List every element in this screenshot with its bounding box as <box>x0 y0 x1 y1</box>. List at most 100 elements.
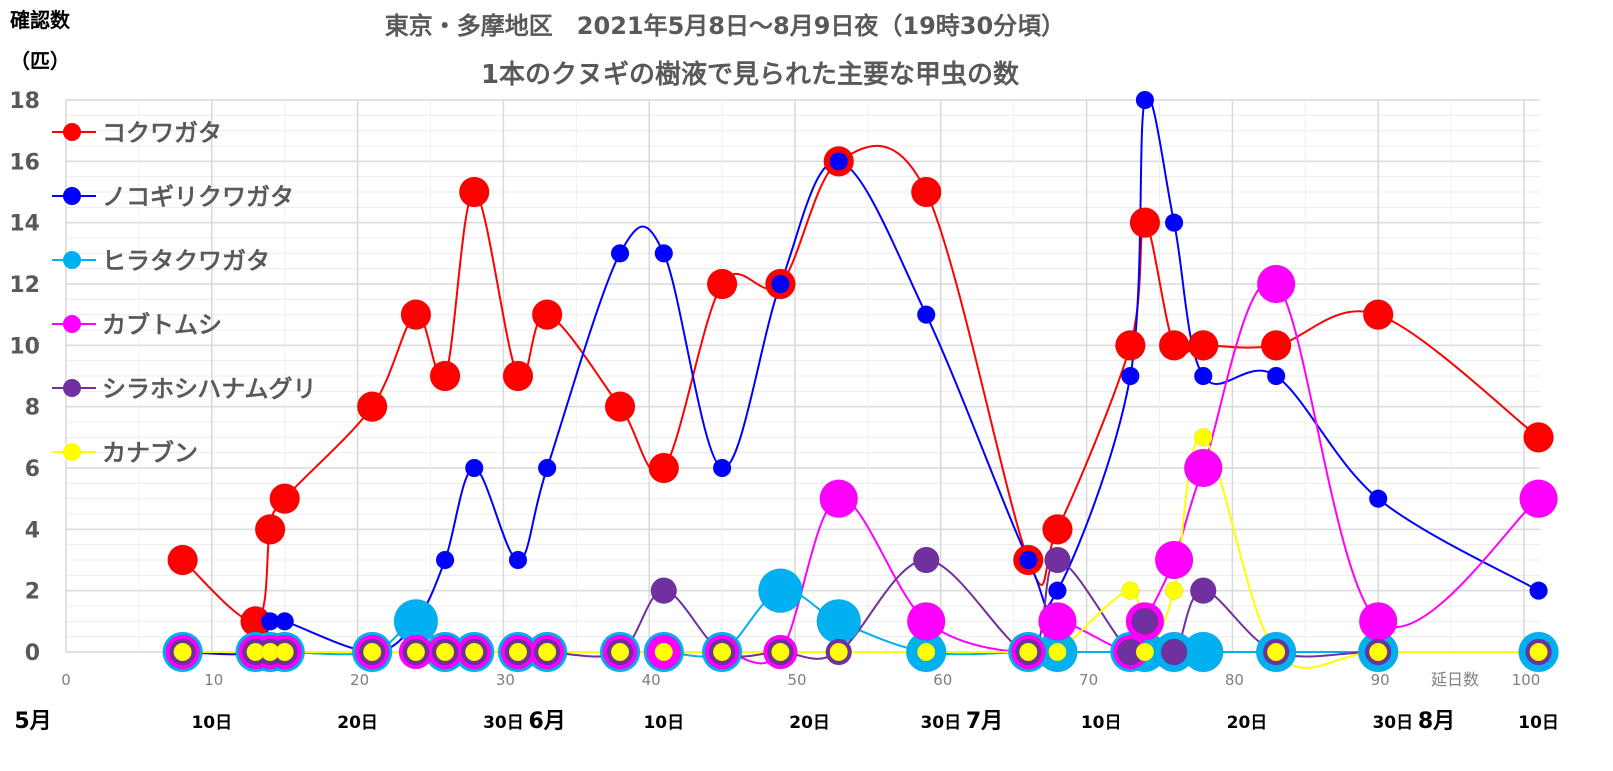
x-axis-label: 延日数 <box>1431 670 1479 689</box>
legend-label: カナブン <box>102 439 198 467</box>
data-point-2 <box>1182 631 1224 673</box>
data-point-5 <box>1164 581 1184 601</box>
data-point-5 <box>464 642 484 662</box>
data-point-1 <box>770 274 790 294</box>
data-point-5 <box>1018 642 1038 662</box>
y-axis-label: 確認数 <box>10 8 71 32</box>
data-point-0 <box>1523 421 1555 453</box>
data-point-3 <box>1358 601 1398 641</box>
data-point-1 <box>275 611 295 631</box>
y-tick-label: 4 <box>25 518 40 543</box>
data-point-1 <box>1047 581 1067 601</box>
data-point-1 <box>1368 489 1388 509</box>
data-point-3 <box>1256 264 1296 304</box>
data-point-0 <box>531 299 563 331</box>
x-tick-label: 20 <box>350 671 369 689</box>
data-point-5 <box>1266 642 1286 662</box>
y-tick-label: 14 <box>9 212 40 237</box>
data-point-0 <box>1041 513 1073 545</box>
date-label: 20日 <box>1227 713 1268 733</box>
legend-marker <box>63 123 81 141</box>
data-point-0 <box>706 268 738 300</box>
data-point-1 <box>1135 90 1155 110</box>
x-tick-label: 0 <box>61 671 71 689</box>
data-point-0 <box>1187 329 1219 361</box>
data-point-5 <box>1193 427 1213 447</box>
data-point-5 <box>1368 642 1388 662</box>
data-point-5 <box>610 642 630 662</box>
data-point-5 <box>537 642 557 662</box>
data-point-1 <box>435 550 455 570</box>
legend-marker <box>63 379 81 397</box>
data-point-5 <box>829 642 849 662</box>
data-point-0 <box>910 176 942 208</box>
x-tick-label: 90 <box>1371 671 1390 689</box>
data-point-0 <box>1114 329 1146 361</box>
data-point-5 <box>916 642 936 662</box>
data-point-5 <box>1529 642 1549 662</box>
y-tick-label: 18 <box>9 89 40 114</box>
x-tick-label: 70 <box>1079 671 1098 689</box>
data-point-5 <box>362 642 382 662</box>
data-point-0 <box>648 452 680 484</box>
chart-title: 東京・多摩地区 2021年5月8日～8月9日夜（19時30分頃） <box>385 12 1065 40</box>
y-tick-label: 16 <box>9 150 40 175</box>
data-point-2 <box>757 568 803 614</box>
y-tick-label: 0 <box>25 641 40 666</box>
data-point-0 <box>269 483 301 515</box>
data-point-5 <box>406 642 426 662</box>
data-point-1 <box>1193 366 1213 386</box>
data-point-3 <box>819 479 859 519</box>
y-tick-label: 12 <box>9 273 40 298</box>
legend-label: カブトムシ <box>102 311 222 339</box>
y-tick-label: 10 <box>9 334 40 359</box>
legend-marker <box>63 315 81 333</box>
data-point-1 <box>537 458 557 478</box>
x-tick-label: 50 <box>787 671 806 689</box>
data-point-2 <box>816 598 862 644</box>
data-point-0 <box>1362 299 1394 331</box>
data-point-1 <box>1018 550 1038 570</box>
data-point-1 <box>1164 213 1184 233</box>
data-point-5 <box>1120 581 1140 601</box>
legend-label: ノコギリクワガタ <box>102 183 294 211</box>
legend-label: コクワガタ <box>102 119 222 147</box>
data-point-3 <box>1519 479 1559 519</box>
data-point-4 <box>1043 546 1071 574</box>
data-point-5 <box>173 642 193 662</box>
legend-label: ヒラタクワガタ <box>102 247 270 275</box>
y-tick-label: 6 <box>25 457 40 482</box>
x-tick-label: 60 <box>933 671 952 689</box>
data-point-1 <box>1529 581 1549 601</box>
y-tick-label: 2 <box>25 580 40 605</box>
y-tick-label: 8 <box>25 396 40 421</box>
legend-marker <box>63 187 81 205</box>
x-tick-label: 30 <box>496 671 515 689</box>
data-point-0 <box>400 299 432 331</box>
data-point-5 <box>275 642 295 662</box>
data-point-1 <box>654 243 674 263</box>
data-point-0 <box>254 513 286 545</box>
data-point-4 <box>912 546 940 574</box>
data-point-0 <box>429 360 461 392</box>
data-point-5 <box>435 642 455 662</box>
data-point-0 <box>167 544 199 576</box>
date-label: 6月 <box>528 709 565 734</box>
data-point-0 <box>502 360 534 392</box>
data-point-5 <box>1135 642 1155 662</box>
data-point-3 <box>1183 448 1223 488</box>
date-label: 10日 <box>643 713 684 733</box>
legend-marker <box>63 443 81 461</box>
data-point-0 <box>458 176 490 208</box>
data-point-1 <box>1266 366 1286 386</box>
x-tick-label: 40 <box>642 671 661 689</box>
data-point-0 <box>604 391 636 423</box>
series-line-5 <box>182 436 1539 669</box>
data-point-1 <box>916 305 936 325</box>
data-point-3 <box>1154 540 1194 580</box>
data-point-4 <box>1131 607 1159 635</box>
legend-label: シラホシハナムグリ <box>102 375 317 403</box>
data-point-4 <box>650 577 678 605</box>
date-label: 10日 <box>1518 713 1559 733</box>
